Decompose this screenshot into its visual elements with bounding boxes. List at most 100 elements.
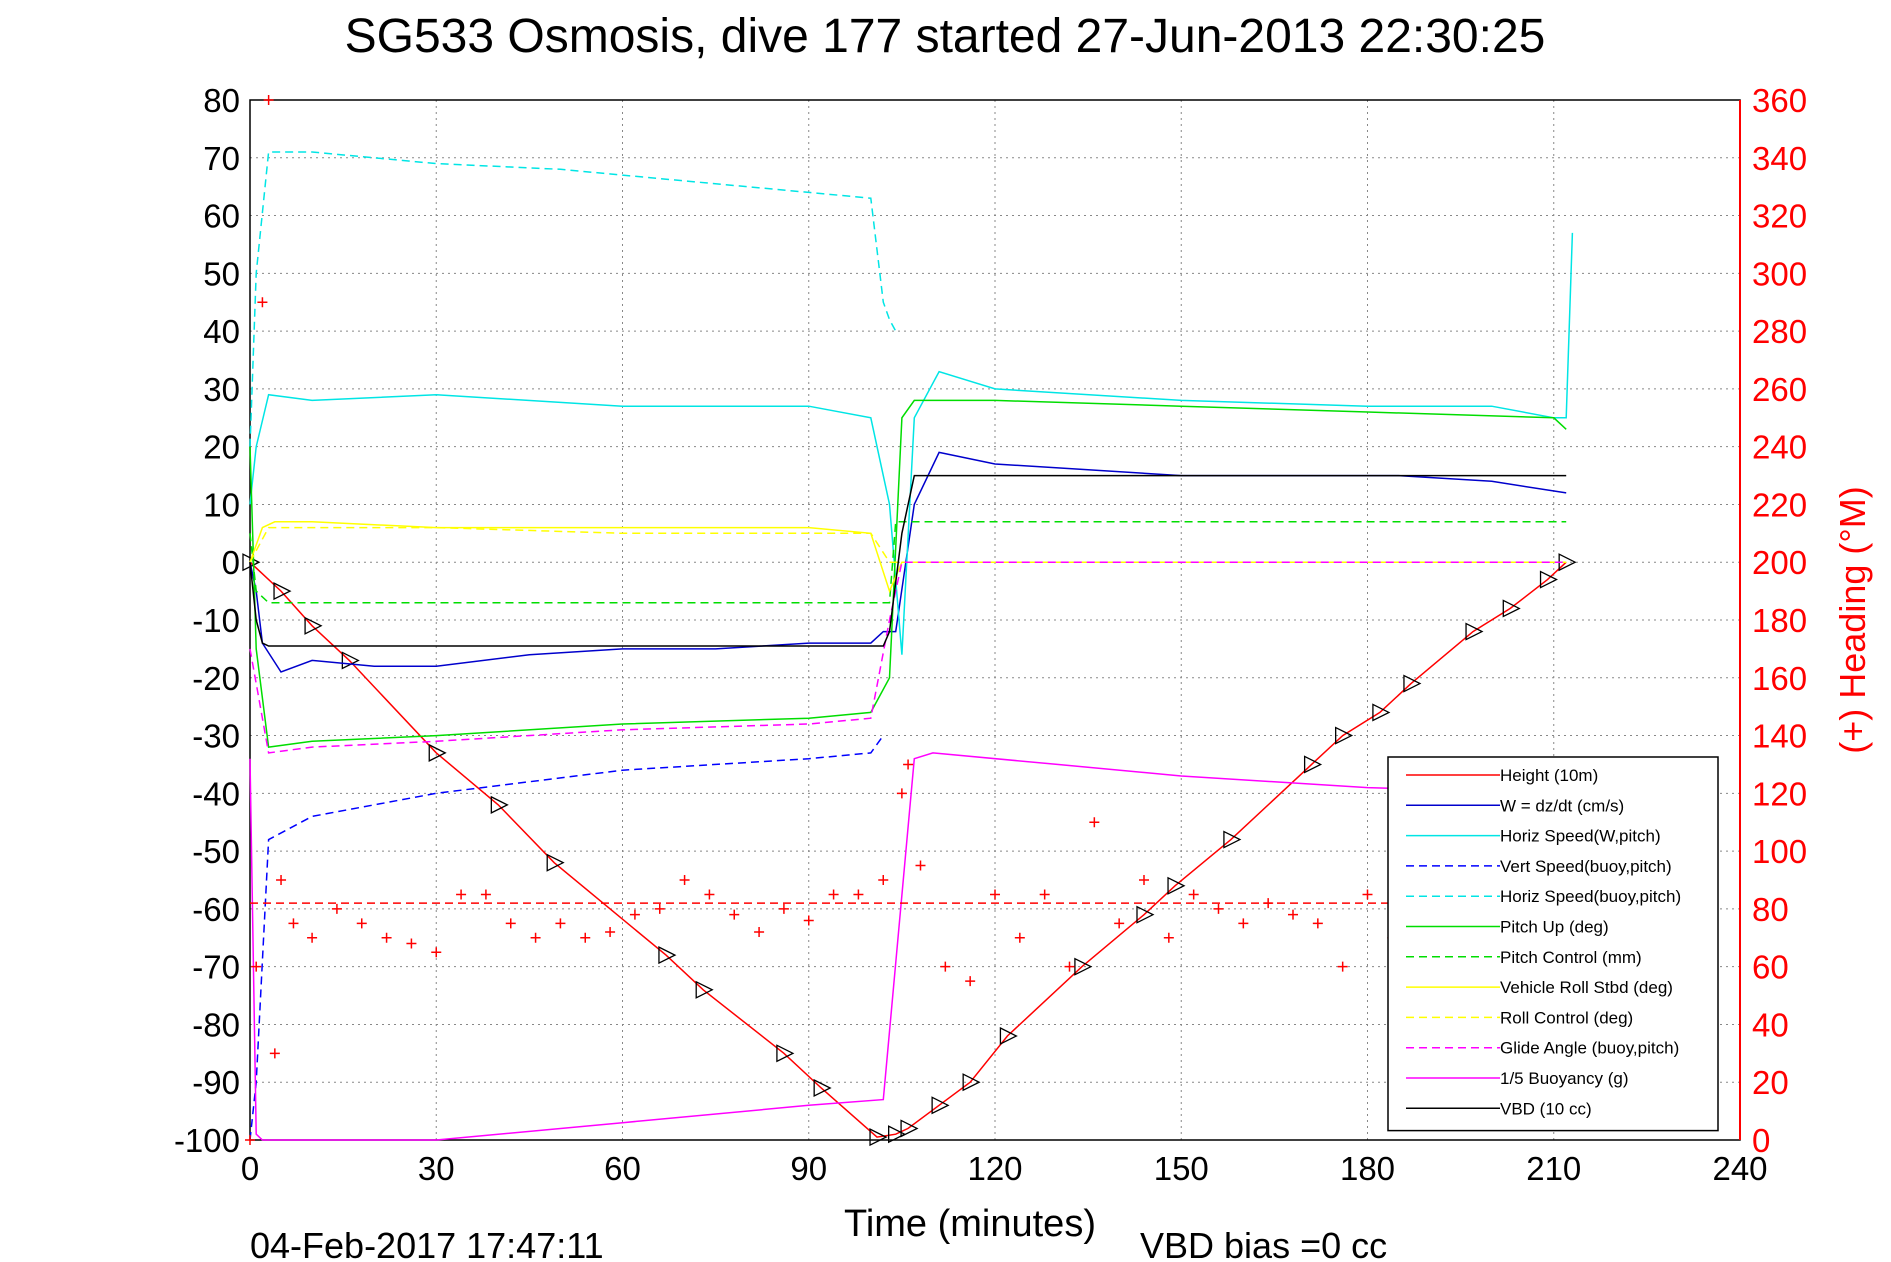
- y2-tick-label: 80: [1752, 891, 1789, 928]
- series-height-10m-marker: [546, 853, 565, 872]
- series-height-10m-marker: [695, 980, 714, 999]
- legend-entry: Roll Control (deg): [1500, 1008, 1633, 1027]
- y2-tick-label: 140: [1752, 718, 1807, 755]
- y2-tick-label: 300: [1752, 255, 1807, 292]
- legend-entry: Horiz Speed(buoy,pitch): [1500, 887, 1681, 906]
- series-heading-point: [654, 903, 665, 914]
- series-heading-point: [431, 947, 442, 958]
- series-heading-point: [990, 889, 1000, 900]
- series-glide-angle-buoy-pitch-line: [249, 561, 1567, 754]
- y-tick-label: -50: [192, 833, 240, 870]
- series-horiz-speed-buoy-pitch-line: [249, 151, 897, 447]
- legend-entry: Vert Speed(buoy,pitch): [1500, 857, 1672, 876]
- y2-tick-label: 180: [1752, 602, 1807, 639]
- series-heading-point: [729, 909, 740, 920]
- chart-title: SG533 Osmosis, dive 177 started 27-Jun-2…: [345, 10, 1546, 63]
- y-tick-label: -10: [192, 602, 240, 639]
- y2-axis-label: (+) Heading (°M): [1832, 486, 1873, 753]
- series-heading-point: [1014, 932, 1025, 943]
- series-heading-point: [251, 961, 262, 972]
- series-heading-point: [896, 788, 907, 799]
- series-height-10m-marker: [1223, 830, 1242, 849]
- y-axis-left: 80 70 60 50 40 30 20 10 0 -10 -20 -30 -40 -50 -60 -70 -8…: [174, 82, 240, 1159]
- legend-entry: 1/5 Buoyancy (g): [1500, 1069, 1629, 1088]
- series-height-10m-marker: [1136, 905, 1155, 924]
- x-tick-label: 0: [241, 1150, 259, 1187]
- y2-tick-label: 260: [1752, 371, 1807, 408]
- series-height-10m-marker: [962, 1073, 981, 1092]
- series-heading-point: [456, 889, 467, 900]
- series-height-10m-marker: [1167, 876, 1186, 895]
- series-heading-point: [331, 903, 342, 914]
- x-tick-label: 240: [1712, 1150, 1767, 1187]
- x-tick-label: 150: [1154, 1150, 1209, 1187]
- series-heading-point: [878, 875, 889, 885]
- series-height-10m-marker: [813, 1078, 832, 1098]
- series-height-10m-marker: [869, 1128, 888, 1147]
- series-group: [242, 95, 1577, 1147]
- legend-box: [1387, 756, 1719, 1132]
- y2-tick-label: 280: [1752, 313, 1807, 350]
- legend-entry: Glide Angle (buoy,pitch): [1500, 1039, 1679, 1058]
- series-heading-point: [288, 918, 299, 929]
- x-tick-label: 120: [967, 1150, 1022, 1187]
- y-tick-label: 80: [203, 82, 240, 119]
- y2-tick-label: 320: [1752, 198, 1807, 235]
- series-horiz-speed-w-pitch-line: [249, 232, 1574, 655]
- series-height-10m-marker: [900, 1119, 919, 1138]
- series-heading-point: [828, 889, 839, 900]
- y-tick-label: 30: [203, 371, 240, 408]
- y-tick-label: 60: [203, 198, 240, 235]
- y-tick-label: 40: [203, 313, 240, 350]
- legend-entry: Horiz Speed(W,pitch): [1500, 827, 1661, 846]
- y2-tick-label: 0: [1752, 1122, 1770, 1159]
- y-tick-label: -20: [192, 660, 240, 697]
- series-heading-point: [505, 918, 516, 929]
- series-heading-point: [1362, 889, 1373, 900]
- y-tick-label: -30: [192, 718, 240, 755]
- x-tick-label: 30: [418, 1150, 455, 1187]
- series-heading-point: [406, 938, 417, 949]
- series-heading-point: [1288, 909, 1298, 920]
- series-heading-point: [853, 889, 864, 900]
- series-heading-point: [245, 1135, 255, 1145]
- series-height-10m-marker: [999, 1026, 1018, 1046]
- series-height-10m-marker: [931, 1096, 950, 1115]
- series-height-10m-marker: [1074, 957, 1093, 976]
- series-height-10m-marker: [304, 616, 323, 635]
- legend-entry: Vehicle Roll Stbd (deg): [1500, 978, 1673, 997]
- x-tick-label: 210: [1526, 1150, 1581, 1187]
- y2-tick-label: 60: [1752, 949, 1789, 986]
- y2-tick-label: 160: [1752, 660, 1807, 697]
- x-tick-label: 90: [790, 1150, 827, 1187]
- series-height-10m-marker: [1335, 726, 1354, 745]
- series-heading-point: [754, 927, 765, 937]
- x-tick-label: 180: [1340, 1150, 1395, 1187]
- series-heading-point: [803, 915, 814, 926]
- series-heading-point: [276, 875, 287, 885]
- series-heading-point: [307, 932, 318, 943]
- y-tick-label: -70: [192, 949, 240, 986]
- series-height-10m-marker: [490, 795, 509, 814]
- y-axis-right: 3603403203002802602402202001801601401201…: [1752, 82, 1807, 1159]
- y2-tick-label: 200: [1752, 544, 1807, 581]
- y-tick-label: -90: [192, 1064, 240, 1101]
- footer-timestamp: 04-Feb-2017 17:47:11: [250, 1225, 604, 1262]
- series-pitch-control-mm-line: [249, 521, 1567, 604]
- series-heading-point: [381, 932, 392, 943]
- series-heading-point: [1312, 918, 1323, 929]
- x-tick-label: 60: [604, 1150, 641, 1187]
- y-tick-label: -60: [192, 891, 240, 928]
- series-heading-point: [1064, 961, 1075, 972]
- series-heading-point: [778, 903, 789, 914]
- series-vert-speed-buoy-pitch-line: [249, 735, 884, 1141]
- y-tick-label: -40: [192, 775, 240, 812]
- series-height-10m-marker: [1403, 674, 1422, 693]
- series-height-10m-marker: [1303, 755, 1323, 774]
- series-heading-point: [1213, 903, 1224, 914]
- series-height-10m-marker: [1372, 703, 1391, 722]
- series-height-10m-marker: [273, 582, 292, 601]
- series-heading-point: [1337, 961, 1348, 972]
- y2-tick-label: 20: [1752, 1064, 1789, 1101]
